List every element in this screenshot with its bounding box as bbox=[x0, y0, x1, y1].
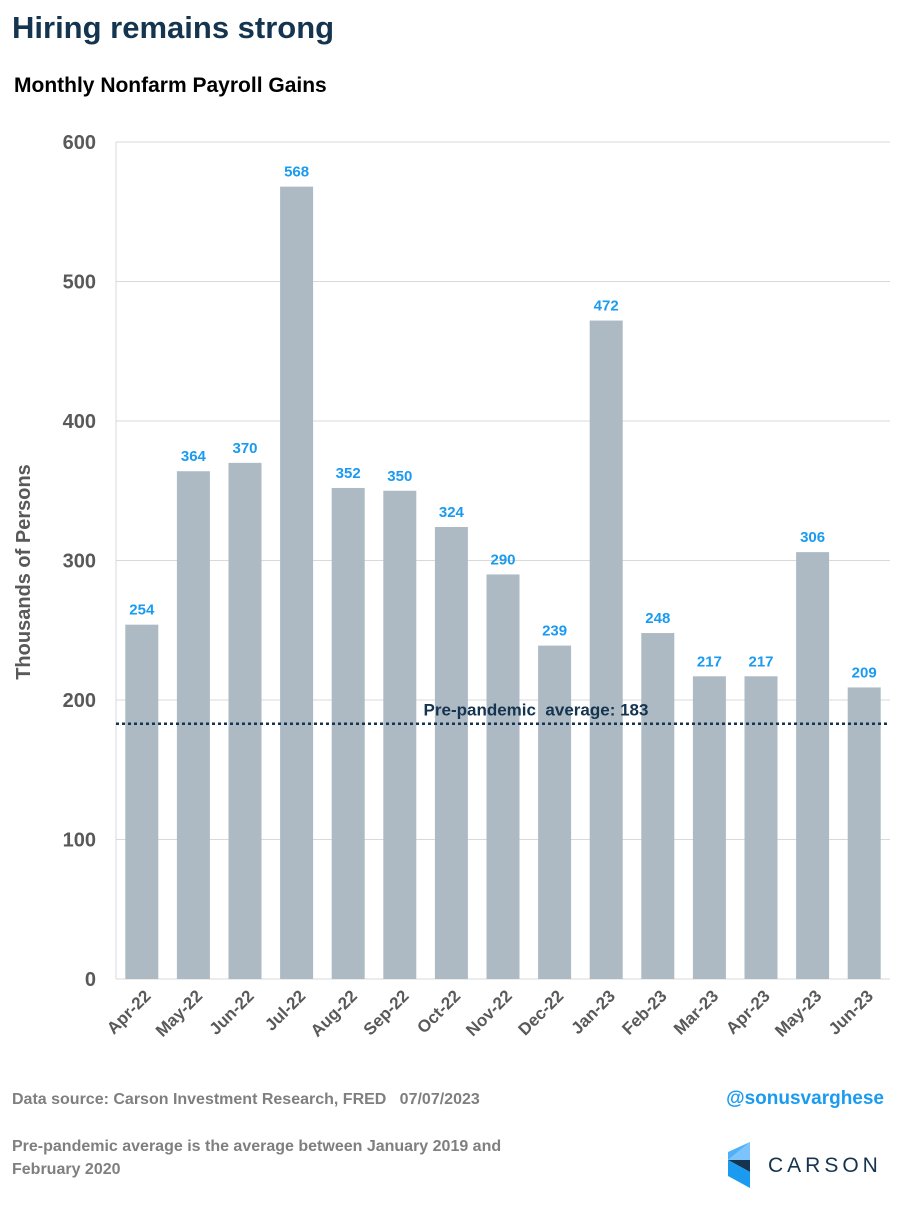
data-label: 217 bbox=[748, 653, 773, 670]
y-tick-label: 300 bbox=[63, 551, 96, 573]
bar bbox=[434, 527, 468, 979]
bar bbox=[847, 687, 881, 979]
bar bbox=[228, 462, 262, 980]
pre-pandemic-average-label: Pre-pandemic average: 183 bbox=[424, 701, 649, 720]
y-tick-label: 100 bbox=[63, 830, 96, 852]
carson-logo: CARSON bbox=[728, 1142, 882, 1188]
x-tick-label: Aug-22 bbox=[307, 986, 361, 1040]
x-tick-label: Jul-22 bbox=[261, 986, 309, 1034]
data-label: 239 bbox=[542, 623, 567, 640]
data-label: 209 bbox=[852, 664, 877, 681]
bar bbox=[692, 676, 726, 979]
x-tick-label: Apr-23 bbox=[722, 986, 774, 1038]
data-label: 324 bbox=[439, 504, 465, 521]
data-label: 350 bbox=[387, 468, 412, 485]
y-tick-label: 500 bbox=[63, 272, 96, 294]
bars: 254 364 370 568 352 350 324 290 239 472 248 217 217 3… bbox=[125, 164, 881, 980]
data-label: 254 bbox=[129, 602, 155, 619]
data-label: 248 bbox=[645, 610, 670, 627]
x-tick-label: Mar-23 bbox=[670, 986, 722, 1038]
bar bbox=[486, 574, 520, 979]
data-label: 568 bbox=[284, 164, 309, 181]
bar bbox=[125, 624, 159, 979]
bar bbox=[796, 552, 830, 979]
footnote-line-1: Pre-pandemic average is the average betw… bbox=[12, 1138, 501, 1155]
x-tick-label: May-23 bbox=[771, 986, 825, 1040]
x-tick-label: Nov-22 bbox=[462, 986, 516, 1040]
x-tick-label: Jan-23 bbox=[567, 986, 619, 1038]
data-label: 217 bbox=[697, 653, 722, 670]
data-source: Data source: Carson Investment Research,… bbox=[12, 1091, 480, 1108]
chart-title: Monthly Nonfarm Payroll Gains bbox=[14, 74, 327, 97]
bar bbox=[641, 633, 675, 979]
logo-text: CARSON bbox=[768, 1154, 882, 1177]
x-tick-label: Apr-22 bbox=[103, 986, 155, 1038]
x-tick-label: Oct-22 bbox=[413, 986, 464, 1037]
bar bbox=[176, 471, 210, 979]
x-tick-label: Sep-22 bbox=[360, 986, 413, 1039]
data-label: 306 bbox=[800, 529, 825, 546]
x-tick-label: Feb-23 bbox=[618, 986, 670, 1038]
bar bbox=[538, 645, 572, 979]
x-tick-label: May-22 bbox=[152, 986, 206, 1040]
bar bbox=[589, 320, 623, 979]
bar bbox=[331, 487, 365, 979]
data-label: 290 bbox=[490, 551, 515, 568]
twitter-handle[interactable]: @sonusvarghese bbox=[726, 1088, 884, 1109]
footnote-line-2: February 2020 bbox=[12, 1161, 121, 1178]
page-title: Hiring remains strong bbox=[12, 10, 334, 45]
data-label: 352 bbox=[336, 465, 361, 482]
x-tick-label: Dec-22 bbox=[515, 986, 568, 1039]
bar bbox=[744, 676, 778, 979]
data-label: 370 bbox=[232, 440, 257, 457]
y-tick-label: 200 bbox=[63, 690, 96, 712]
y-tick-label: 600 bbox=[63, 132, 96, 154]
data-label: 472 bbox=[594, 298, 619, 315]
bar bbox=[383, 490, 417, 979]
y-tick-label: 400 bbox=[63, 411, 96, 433]
x-tick-label: Jun-23 bbox=[825, 986, 877, 1038]
data-label: 364 bbox=[181, 448, 207, 465]
y-axis-ticks: 0 100 200 300 400 500 600 bbox=[63, 132, 96, 991]
y-tick-label: 0 bbox=[85, 969, 96, 991]
x-tick-label: Jun-22 bbox=[206, 986, 258, 1038]
y-axis-label: Thousands of Persons bbox=[13, 464, 35, 680]
bar bbox=[280, 186, 314, 979]
